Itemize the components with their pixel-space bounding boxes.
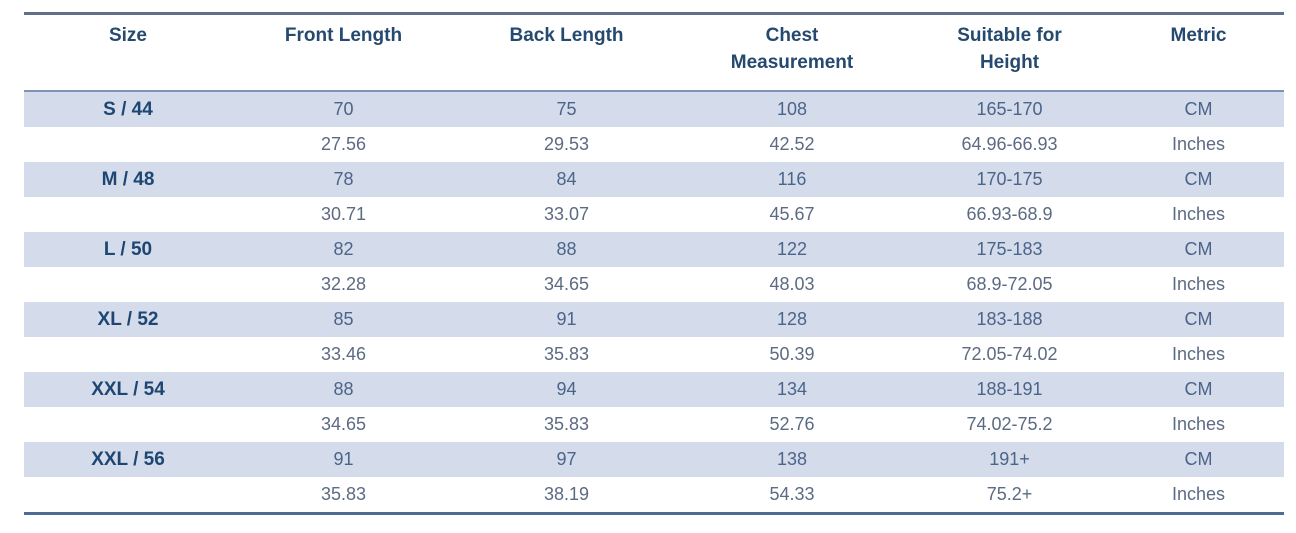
cell-value: 54.33 [769,484,815,504]
table-row: 34.65 35.83 52.76 74.02-75.2 Inches [24,407,1284,442]
table-row: 33.46 35.83 50.39 72.05-74.02 Inches [24,337,1284,372]
table-row: M / 48 78 84 116 170-175 CM [24,162,1284,197]
cell-size: M / 48 [24,162,232,197]
col-header-suitable-for-height: Suitable for Height [957,25,1062,73]
cell-value: 74.02-75.2 [966,414,1053,434]
cell-value: CM [1113,232,1284,267]
cell-value: 188-191 [906,372,1113,407]
cell-value: 75 [455,91,678,127]
cell-value: 165-170 [906,91,1113,127]
cell-value: 134 [678,372,906,407]
table-row: XXL / 54 88 94 134 188-191 CM [24,372,1284,407]
cell-value: 191+ [906,442,1113,477]
table-row: XL / 52 85 91 128 183-188 CM [24,302,1284,337]
cell-size [24,197,232,232]
cell-value: CM [1113,372,1284,407]
cell-size: XL / 52 [24,302,232,337]
cell-value: CM [1113,162,1284,197]
cell-value: 75.2+ [986,484,1033,504]
cell-value: 78 [232,162,455,197]
size-chart-table: Size Front Length Back Length Chest Meas… [24,12,1284,515]
cell-value: 128 [678,302,906,337]
cell-value: CM [1113,302,1284,337]
cell-value: 30.71 [320,204,367,224]
col-header-size: Size [108,25,148,46]
cell-value: 88 [455,232,678,267]
cell-value: 64.96-66.93 [961,134,1058,154]
cell-value: 72.05-74.02 [961,344,1058,364]
col-header-chest-measurement: Chest Measurement [730,25,854,73]
cell-value: 88 [232,372,455,407]
cell-value: 50.39 [769,344,815,364]
cell-value: 84 [455,162,678,197]
cell-value: 27.56 [320,134,367,154]
cell-value: 42.52 [769,134,815,154]
cell-value: 94 [455,372,678,407]
cell-value: 82 [232,232,455,267]
cell-value: 29.53 [543,134,590,154]
table-body: S / 44 70 75 108 165-170 CM 27.56 29.53 42.52 64.… [24,91,1284,514]
table-row: 30.71 33.07 45.67 66.93-68.9 Inches [24,197,1284,232]
cell-value: 138 [678,442,906,477]
cell-value: Inches [1171,344,1226,364]
cell-value: 183-188 [906,302,1113,337]
cell-size: L / 50 [24,232,232,267]
cell-size: XXL / 56 [24,442,232,477]
col-header-metric: Metric [1170,25,1227,46]
cell-size [24,337,232,372]
col-header-front-length: Front Length [284,25,403,46]
cell-value: 175-183 [906,232,1113,267]
header-row: Size Front Length Back Length Chest Meas… [24,14,1284,91]
cell-value: 116 [678,162,906,197]
cell-value: 32.28 [320,274,367,294]
cell-value: Inches [1171,134,1226,154]
cell-value: 33.07 [543,204,590,224]
cell-size: XXL / 54 [24,372,232,407]
cell-value: 33.46 [320,344,367,364]
cell-value: 48.03 [769,274,815,294]
cell-value: 38.19 [543,484,590,504]
cell-value: Inches [1171,484,1226,504]
cell-value: 34.65 [543,274,590,294]
cell-value: 35.83 [320,484,367,504]
cell-size [24,407,232,442]
cell-value: 108 [678,91,906,127]
cell-value: 68.9-72.05 [966,274,1053,294]
cell-size [24,477,232,514]
table-row: 32.28 34.65 48.03 68.9-72.05 Inches [24,267,1284,302]
cell-value: 34.65 [320,414,367,434]
cell-value: 66.93-68.9 [966,204,1053,224]
cell-value: Inches [1171,274,1226,294]
cell-value: 91 [455,302,678,337]
cell-value: 35.83 [543,344,590,364]
cell-value: CM [1113,442,1284,477]
col-header-back-length: Back Length [509,25,624,46]
cell-value: 170-175 [906,162,1113,197]
cell-value: Inches [1171,414,1226,434]
table-row: L / 50 82 88 122 175-183 CM [24,232,1284,267]
cell-value: 70 [232,91,455,127]
cell-size: S / 44 [24,91,232,127]
cell-size [24,267,232,302]
table-row: S / 44 70 75 108 165-170 CM [24,91,1284,127]
cell-value: CM [1113,91,1284,127]
cell-value: 91 [232,442,455,477]
cell-size [24,127,232,162]
cell-value: 35.83 [543,414,590,434]
cell-value: 45.67 [769,204,815,224]
cell-value: 52.76 [769,414,815,434]
cell-value: Inches [1171,204,1226,224]
cell-value: 122 [678,232,906,267]
table-row: 35.83 38.19 54.33 75.2+ Inches [24,477,1284,514]
cell-value: 97 [455,442,678,477]
table-row: XXL / 56 91 97 138 191+ CM [24,442,1284,477]
table-row: 27.56 29.53 42.52 64.96-66.93 Inches [24,127,1284,162]
cell-value: 85 [232,302,455,337]
